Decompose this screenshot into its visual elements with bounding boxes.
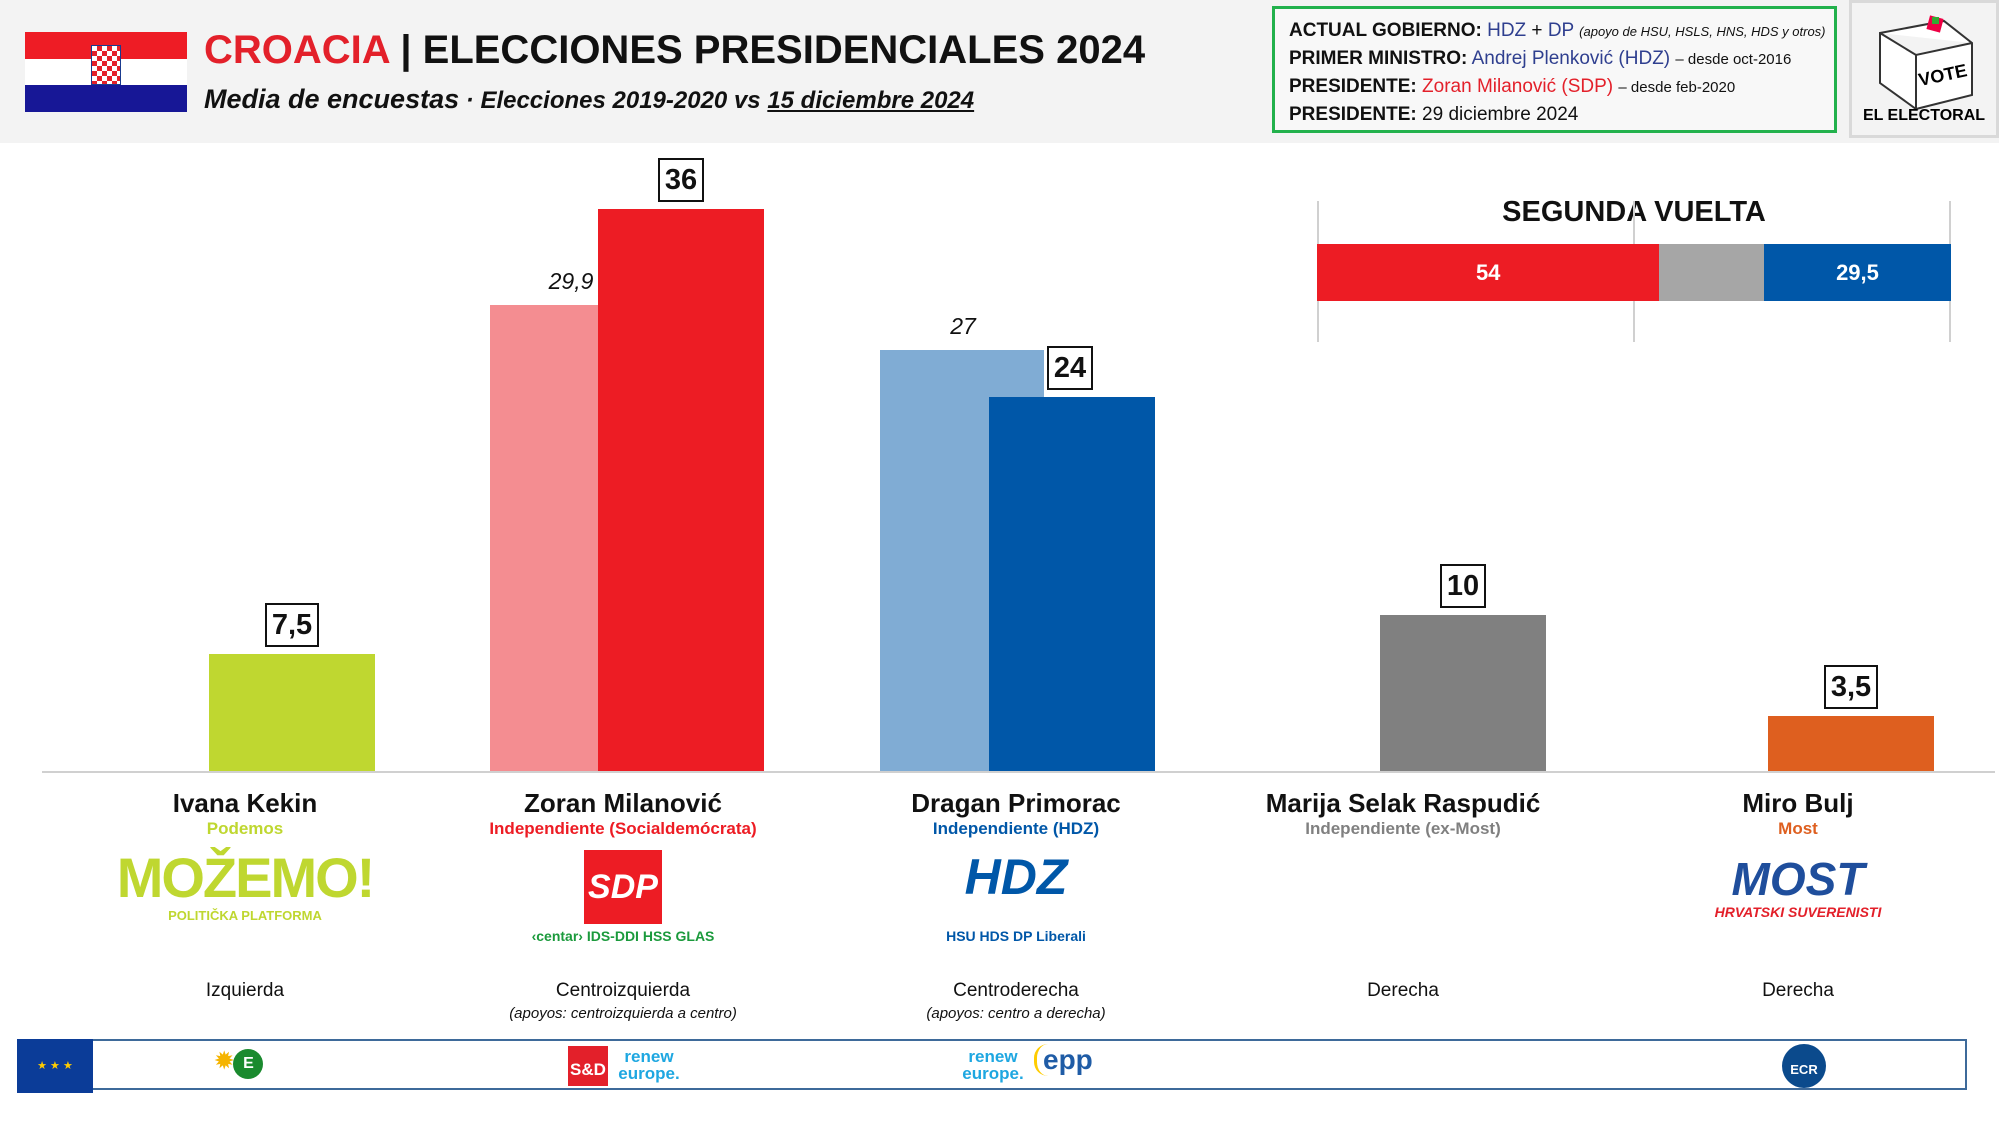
eu-flag-icon: ★ ★ ★ bbox=[17, 1039, 93, 1093]
party-logo-subtitle: POLITIČKA PLATFORMA bbox=[168, 908, 322, 923]
candidate-ideology: Izquierda bbox=[205, 980, 285, 1001]
person-name: Zoran Milanović (SDP) bbox=[1422, 76, 1614, 97]
party-name: HDZ bbox=[1487, 20, 1527, 41]
election-title: ELECCIONES PRESIDENCIALES 2024 bbox=[422, 28, 1146, 72]
candidate-party: Most bbox=[1778, 819, 1818, 838]
candidate-name: Miro Bulj bbox=[1742, 788, 1854, 818]
party-logo: SDP bbox=[584, 850, 662, 924]
second-round-segment: 54 bbox=[1317, 244, 1660, 301]
title-separator: | bbox=[400, 28, 412, 72]
bar-2024 bbox=[209, 654, 375, 771]
party-name: DP bbox=[1547, 20, 1574, 41]
candidate-party: Independiente (HDZ) bbox=[932, 819, 1100, 838]
candidate-support: (apoyos: centro a derecha) bbox=[926, 1005, 1106, 1022]
el-electoral-logo: VOTE EL ELECTORAL bbox=[1849, 0, 1999, 138]
candidate-party: Podemos bbox=[206, 819, 284, 838]
info-note: – desde feb-2020 bbox=[1618, 79, 1736, 96]
country-name: CROACIA bbox=[204, 28, 390, 72]
subtitle-comparison: · Elecciones 2019-2020 vs bbox=[459, 87, 768, 114]
subtitle-main: Media de encuestas bbox=[204, 84, 460, 114]
ballot-box-icon: VOTE EL ELECTORAL bbox=[1863, 15, 1985, 124]
info-label: PRESIDENTE: bbox=[1289, 104, 1417, 125]
data-label-2024: 36 bbox=[658, 158, 704, 203]
party-logo: MOŽEMO! bbox=[116, 846, 376, 909]
candidate-support: (apoyos: centroizquierda a centro) bbox=[509, 1005, 737, 1022]
data-label-2019-2020: 29,9 bbox=[548, 267, 594, 294]
data-label-2024: 3,5 bbox=[1824, 665, 1878, 710]
person-name: Andrej Plenković (HDZ) bbox=[1471, 48, 1671, 69]
efa-icon: E bbox=[233, 1049, 264, 1079]
subtitle-date: 15 diciembre 2024 bbox=[767, 87, 975, 114]
info-note: – desde oct-2016 bbox=[1675, 51, 1792, 68]
candidate-name: Marija Selak Raspudić bbox=[1265, 788, 1541, 818]
data-label-2024: 7,5 bbox=[265, 603, 319, 647]
second-round-segment bbox=[1659, 244, 1764, 301]
epp-logo: epp bbox=[1034, 1044, 1093, 1076]
renew-europe-logo: renew europe. bbox=[618, 1047, 680, 1083]
candidate-party: Independiente (Socialdemócrata) bbox=[489, 819, 757, 838]
bar-2024 bbox=[1380, 615, 1546, 771]
election-date-row: PRESIDENTE: 29 diciembre 2024 bbox=[1289, 101, 1820, 128]
x-axis-line bbox=[42, 771, 1995, 773]
data-label-2024: 24 bbox=[1047, 345, 1093, 390]
party-logo: MOST bbox=[1731, 853, 1865, 905]
candidate-ideology: Derecha bbox=[1762, 980, 1834, 1001]
greens-efa-logo: ✹ E bbox=[215, 1048, 264, 1079]
info-note: (apoyo de HSU, HSLS, HNS, HDS y otros) bbox=[1579, 24, 1826, 39]
candidate-name: Ivana Kekin bbox=[172, 788, 318, 818]
bar-2024 bbox=[989, 396, 1155, 771]
bar-2024 bbox=[1768, 716, 1934, 771]
sunflower-icon: ✹ bbox=[215, 1048, 234, 1073]
government-info-box: ACTUAL GOBIERNO: HDZ + DP (apoyo de HSU,… bbox=[1272, 6, 1837, 133]
party-logo-subtitle: HSU HDS DP Liberali bbox=[946, 928, 1086, 944]
second-round-segment: 29,5 bbox=[1763, 244, 1951, 301]
renew-europe-logo: renew europe. bbox=[962, 1047, 1024, 1083]
croatia-flag-icon bbox=[25, 32, 187, 112]
data-label-2024: 10 bbox=[1440, 564, 1486, 608]
info-label: ACTUAL GOBIERNO: bbox=[1289, 20, 1482, 41]
president-row: PRESIDENTE: Zoran Milanović (SDP) – desd… bbox=[1289, 73, 1820, 101]
info-label: PRIMER MINISTRO: bbox=[1289, 48, 1468, 69]
s-and-d-logo: S&D bbox=[568, 1046, 608, 1086]
candidate-name: Zoran Milanović bbox=[524, 788, 722, 818]
party-logo-subtitle: HRVATSKI SUVERENISTI bbox=[1714, 904, 1882, 920]
candidate-ideology: Centroderecha bbox=[953, 980, 1079, 1001]
candidate-ideology: Centroizquierda bbox=[555, 980, 691, 1001]
plus-sign: + bbox=[1526, 20, 1548, 41]
bar-2019-2020 bbox=[490, 304, 598, 771]
government-row: ACTUAL GOBIERNO: HDZ + DP (apoyo de HSU,… bbox=[1289, 17, 1826, 45]
candidate-ideology: Derecha bbox=[1367, 980, 1439, 1001]
ecr-logo: ECR bbox=[1782, 1044, 1826, 1088]
brand-name: EL ELECTORAL bbox=[1863, 107, 1985, 124]
election-date: 29 diciembre 2024 bbox=[1422, 104, 1579, 125]
party-logo: HDZ bbox=[964, 849, 1068, 905]
party-logo-subtitle: ‹centar› IDS-DDI HSS GLAS bbox=[531, 928, 715, 944]
subtitle: Media de encuestas · Elecciones 2019-202… bbox=[204, 84, 974, 115]
candidate-party: Independiente (ex-Most) bbox=[1305, 819, 1501, 838]
candidate-name: Dragan Primorac bbox=[911, 788, 1121, 818]
page-title: CROACIA | ELECCIONES PRESIDENCIALES 2024 bbox=[204, 28, 1145, 73]
data-label-2019-2020: 27 bbox=[950, 312, 976, 339]
info-label: PRESIDENTE: bbox=[1289, 76, 1417, 97]
prime-minister-row: PRIMER MINISTRO: Andrej Plenković (HDZ) … bbox=[1289, 45, 1820, 73]
bar-2024 bbox=[598, 209, 764, 771]
